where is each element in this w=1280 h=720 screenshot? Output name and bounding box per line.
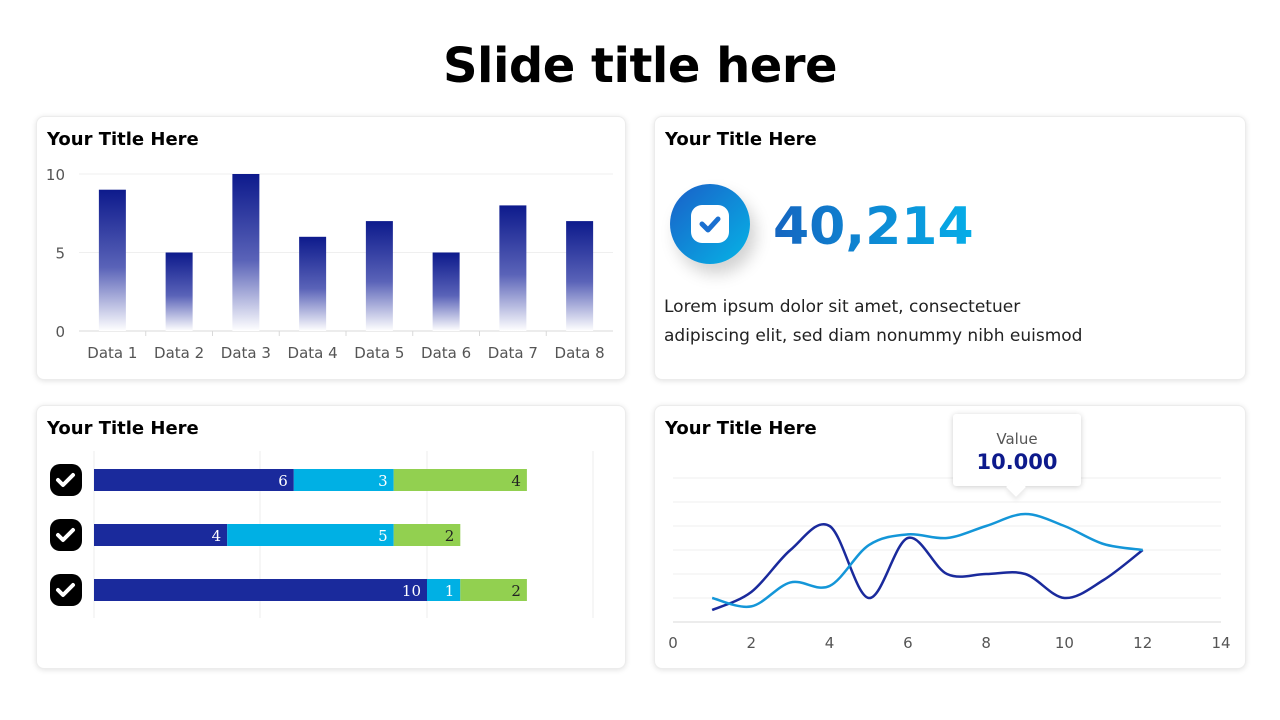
data-label: 5 bbox=[378, 527, 388, 545]
x-tick-label: 14 bbox=[1211, 634, 1230, 652]
x-tick-label: 8 bbox=[981, 634, 991, 652]
x-tick-label: 10 bbox=[1055, 634, 1074, 652]
series-line bbox=[711, 512, 1143, 609]
check-icon bbox=[50, 519, 82, 551]
data-label: 10 bbox=[402, 582, 421, 600]
x-tick-label: Data 2 bbox=[154, 344, 204, 362]
card-title: Your Title Here bbox=[47, 418, 199, 439]
x-tick-label: 4 bbox=[825, 634, 835, 652]
bar-chart-card: Your Title Here 0 5 10 Data 1 Data 2 Data 3 Da… bbox=[36, 116, 626, 380]
kpi-description-line: adipiscing elit, sed diam nonummy nibh e… bbox=[664, 326, 1083, 346]
bar bbox=[98, 189, 126, 331]
kpi-value: 40,214 bbox=[773, 197, 974, 257]
data-label: 3 bbox=[378, 472, 388, 490]
bar-segment bbox=[393, 524, 461, 546]
slide-title: Slide title here bbox=[442, 38, 838, 94]
x-tick-label: Data 1 bbox=[87, 344, 137, 362]
data-label: 4 bbox=[212, 527, 222, 545]
stacked-bar-card: Your Title Here 6 3 4 4 5 2 10 1 2 bbox=[36, 405, 626, 669]
bar-segment bbox=[393, 469, 527, 491]
x-tick-label: Data 8 bbox=[555, 344, 605, 362]
bar bbox=[432, 252, 460, 331]
y-tick-label: 0 bbox=[55, 323, 65, 341]
series-line bbox=[711, 523, 1144, 612]
x-tick-label: Data 6 bbox=[421, 344, 471, 362]
x-tick-label: Data 3 bbox=[221, 344, 271, 362]
x-tick-label: 12 bbox=[1133, 634, 1152, 652]
check-icon bbox=[50, 464, 82, 496]
tooltip-value: 10.000 bbox=[976, 450, 1058, 474]
kpi-description-line: Lorem ipsum dolor sit amet, consectetuer bbox=[664, 297, 1021, 317]
bar bbox=[232, 174, 260, 331]
kpi-description: Lorem ipsum dolor sit amet, consectetuer… bbox=[664, 293, 1114, 351]
x-tick-label: 6 bbox=[903, 634, 913, 652]
value-tooltip: Value 10.000 bbox=[953, 414, 1081, 497]
bar bbox=[299, 236, 327, 331]
bar-segment bbox=[460, 579, 527, 601]
tooltip-label: Value bbox=[996, 430, 1038, 448]
bar-chart: 0 5 10 Data 1 Data 2 Data 3 Data 4 Data 5 Data 6… bbox=[46, 166, 613, 362]
bar-segment bbox=[227, 524, 394, 546]
line-chart-card: Your Title Here 0 2 4 6 8 10 12 14 Value 10.000 bbox=[654, 405, 1246, 669]
card-title: Your Title Here bbox=[47, 129, 199, 150]
bar-segment bbox=[293, 469, 394, 491]
bar-segment bbox=[427, 579, 461, 601]
x-tick-label: Data 4 bbox=[288, 344, 338, 362]
x-tick-label: 0 bbox=[668, 634, 678, 652]
bar-segment bbox=[94, 524, 228, 546]
check-badge-icon bbox=[670, 184, 750, 264]
bar bbox=[365, 221, 393, 331]
data-label: 2 bbox=[511, 582, 521, 600]
card-title: Your Title Here bbox=[665, 418, 817, 439]
bar bbox=[165, 252, 193, 331]
y-tick-label: 10 bbox=[46, 166, 65, 184]
bar bbox=[566, 221, 594, 331]
line-chart: 0 2 4 6 8 10 12 14 bbox=[668, 477, 1231, 652]
x-tick-label: Data 5 bbox=[354, 344, 404, 362]
stacked-bar-chart: 6 3 4 4 5 2 10 1 2 bbox=[50, 451, 594, 618]
check-icon bbox=[50, 574, 82, 606]
x-tick-label: Data 7 bbox=[488, 344, 538, 362]
data-label: 4 bbox=[511, 472, 521, 490]
y-tick-label: 5 bbox=[55, 245, 65, 263]
card-title: Your Title Here bbox=[665, 129, 817, 150]
bar-segment bbox=[94, 469, 294, 491]
data-label: 2 bbox=[445, 527, 455, 545]
bar bbox=[499, 205, 527, 331]
data-label: 6 bbox=[278, 472, 288, 490]
x-tick-label: 2 bbox=[747, 634, 757, 652]
kpi-card: Your Title Here 40,214 Lorem ipsum dolor… bbox=[654, 116, 1246, 380]
data-label: 1 bbox=[445, 582, 455, 600]
bar-segment bbox=[94, 579, 427, 601]
